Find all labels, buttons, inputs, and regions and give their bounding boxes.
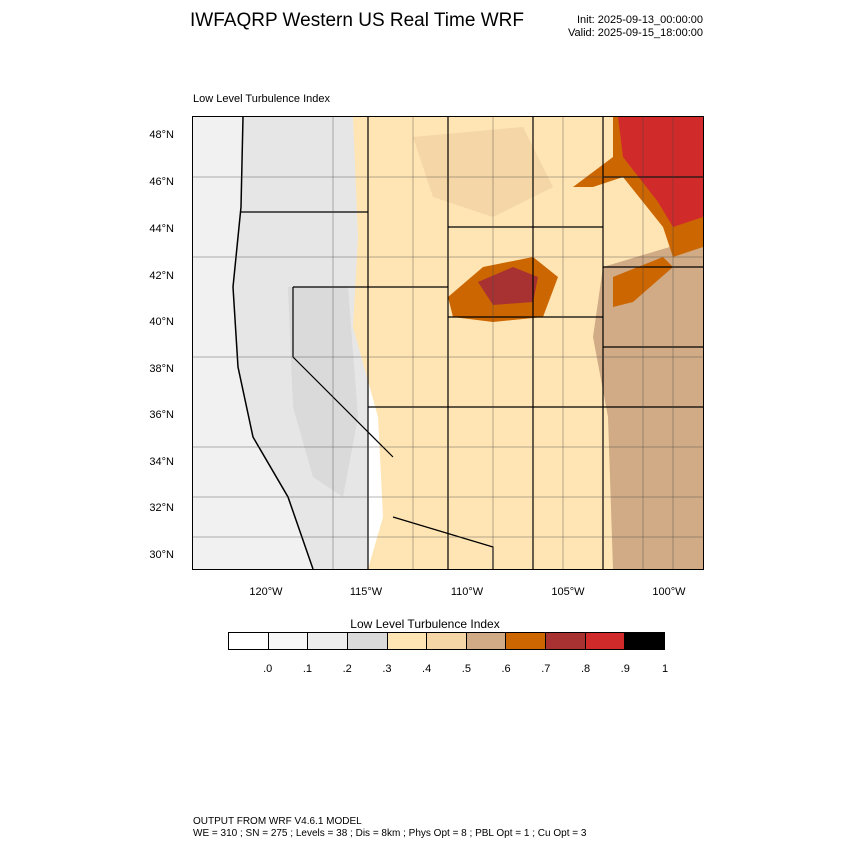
great-basin-field: [288, 287, 358, 497]
ocean-field: [193, 117, 313, 569]
turbulence-map: [193, 117, 703, 569]
lat-label-46: 46°N: [149, 176, 174, 188]
lon-label-115: 115°W: [349, 586, 383, 598]
lon-label-100: 100°W: [652, 586, 686, 598]
colorbar-label-3: .3: [382, 663, 392, 675]
colorbar-cell-2: [308, 633, 348, 649]
model-footer: OUTPUT FROM WRF V4.6.1 MODEL WE = 310 ; …: [193, 816, 586, 840]
colorbar: [228, 632, 665, 650]
lat-label-48: 48°N: [149, 129, 174, 141]
lat-label-32: 32°N: [149, 502, 174, 514]
colorbar-label-2: .2: [342, 663, 352, 675]
colorbar-cell-0: [229, 633, 269, 649]
lon-label-110: 110°W: [450, 586, 484, 598]
colorbar-label-7: .7: [541, 663, 551, 675]
colorbar-label-8: .8: [580, 663, 591, 675]
time-info: Init: 2025-09-13_00:00:00 Valid: 2025-09…: [568, 14, 703, 40]
map-panel: [192, 116, 704, 570]
colorbar-label-9: .9: [620, 663, 630, 675]
colorbar-label-5: .5: [461, 663, 471, 675]
lat-label-30: 30°N: [149, 549, 174, 561]
lat-label-36: 36°N: [149, 409, 174, 421]
lon-label-105: 105°W: [551, 586, 585, 598]
colorbar-cell-8: [546, 633, 586, 649]
colorbar-cell-4: [387, 633, 428, 649]
colorbar-label-1: .1: [302, 663, 313, 675]
lat-label-34: 34°N: [149, 456, 174, 468]
dakota-red: [618, 117, 703, 227]
footer-line-2: WE = 310 ; SN = 275 ; Levels = 38 ; Dis …: [193, 828, 587, 839]
colorbar-cell-3: [347, 633, 388, 649]
footer-line-1: OUTPUT FROM WRF V4.6.1 MODEL: [193, 816, 362, 827]
lon-label-120: 120°W: [249, 586, 283, 598]
valid-time: Valid: 2025-09-15_18:00:00: [568, 27, 703, 39]
colorbar-cell-1: [268, 633, 309, 649]
county-borders: [193, 117, 703, 569]
plains-field: [593, 237, 703, 569]
colorbar-label-0: .0: [263, 663, 273, 675]
colorbar-cell-9: [585, 633, 626, 649]
colorbar-cell-5: [427, 633, 467, 649]
colorbar-label-6: .6: [501, 663, 511, 675]
colorbar-cell-7: [506, 633, 547, 649]
colorbar-label-4: .4: [422, 663, 432, 675]
lat-label-40: 40°N: [149, 316, 174, 328]
colorbar-label-10: 1: [661, 663, 669, 675]
plot-title: IWFAQRP Western US Real Time WRF: [190, 10, 524, 31]
colorbar-cell-10: [625, 633, 665, 649]
colorbar-title: Low Level Turbulence Index: [350, 617, 500, 631]
map-label: Low Level Turbulence Index: [193, 93, 330, 105]
lat-label-44: 44°N: [149, 223, 174, 235]
init-time: Init: 2025-09-13_00:00:00: [577, 14, 703, 26]
colorbar-cell-6: [466, 633, 507, 649]
lat-label-38: 38°N: [149, 363, 174, 375]
lat-label-42: 42°N: [149, 270, 174, 282]
